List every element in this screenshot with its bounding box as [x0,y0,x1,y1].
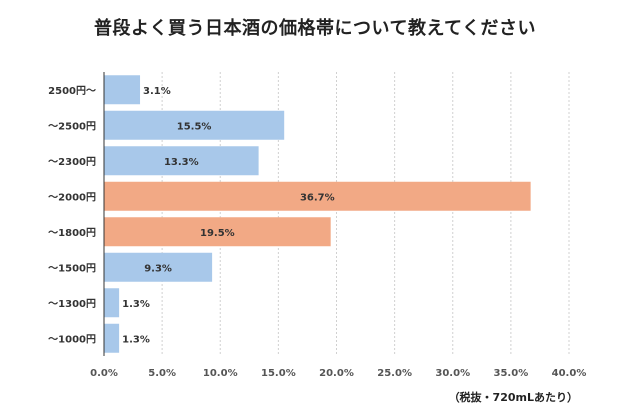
category-label: 〜1500円 [48,262,96,274]
value-label: 15.5% [177,121,212,132]
axis-layer: 0.0% 5.0% 10.0% 15.0% 20.0% 25.0% 30.0% 35.0% 40… [90,72,586,379]
category-label: 〜2500円 [48,120,96,132]
labels-layer: 2500円〜 3.1% 〜2500円 15.5% 〜2300円 13.3% 〜2000円 36… [48,85,335,346]
bars-layer [104,75,531,353]
bar [104,288,120,318]
category-label: 〜1300円 [48,298,96,310]
bar [104,146,259,176]
value-label: 36.7% [300,192,335,203]
bar [104,110,285,140]
chart-title: 普段よく買う日本酒の価格帯について教えてください [93,18,537,39]
x-tick-label: 30.0% [435,368,470,379]
grid-layer [161,72,570,356]
value-label: 1.3% [122,299,150,310]
x-tick-label: 40.0% [552,368,587,379]
value-label: 19.5% [200,228,235,239]
x-tick-label: 35.0% [494,368,529,379]
category-label: 〜2000円 [48,191,96,203]
bar [104,323,120,353]
x-tick-label: 15.0% [261,368,296,379]
category-label: 2500円〜 [48,85,96,97]
chart-note: （税抜・720mLあたり） [448,391,578,404]
category-label: 〜2300円 [48,156,96,168]
x-tick-label: 20.0% [319,368,354,379]
bar [104,252,213,282]
category-label: 〜1000円 [48,333,96,345]
x-tick-label: 10.0% [203,368,238,379]
value-label: 9.3% [144,263,172,274]
value-label: 1.3% [122,334,150,345]
bar [104,181,531,211]
bar [104,217,331,247]
x-tick-label: 5.0% [148,368,176,379]
value-label: 3.1% [143,86,171,97]
x-tick-label: 0.0% [90,368,118,379]
value-label: 13.3% [164,157,199,168]
bar [104,75,141,105]
x-tick-label: 25.0% [377,368,412,379]
category-label: 〜1800円 [48,227,96,239]
